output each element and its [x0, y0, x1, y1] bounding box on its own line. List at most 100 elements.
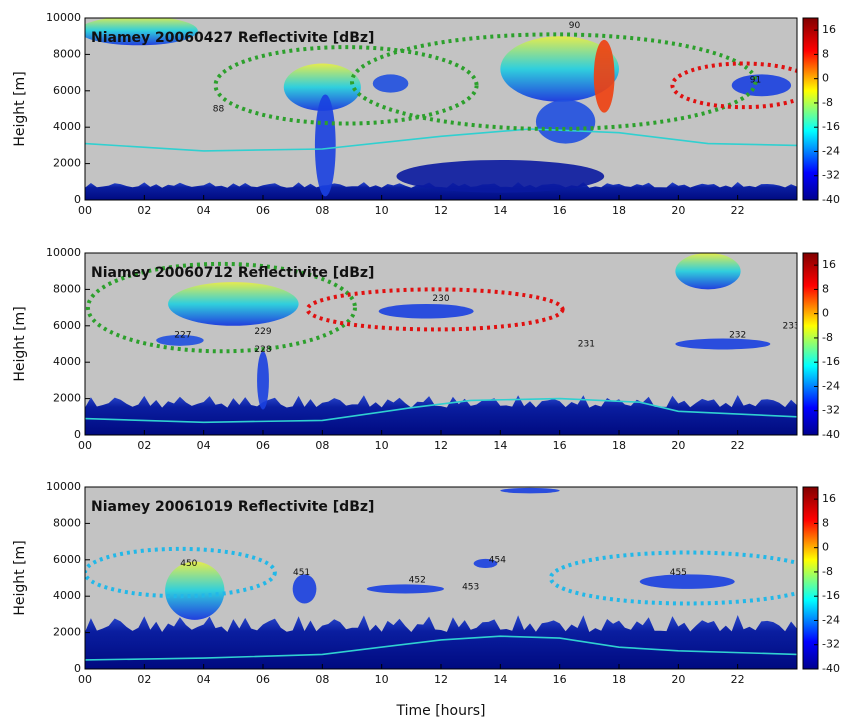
- highlight: [305, 287, 565, 332]
- y-tick-label: 4000: [53, 589, 81, 602]
- colorbar-tick-label: 16: [822, 492, 836, 505]
- echo: [593, 39, 615, 113]
- x-tick-label: 00: [78, 204, 92, 217]
- x-tick-label: 20: [671, 673, 685, 686]
- highlight: [85, 546, 277, 599]
- colorbar-tick-label: 8: [822, 516, 829, 529]
- colorbar: [802, 252, 819, 436]
- highlight: [670, 61, 797, 110]
- annotation: 450: [180, 559, 197, 569]
- x-tick-label: 08: [315, 439, 329, 452]
- x-tick-label: 04: [197, 439, 211, 452]
- x-tick-label: 10: [375, 439, 389, 452]
- x-tick-label: 20: [671, 439, 685, 452]
- x-tick-label: 16: [553, 204, 567, 217]
- colorbar-tick-label: -32: [822, 404, 840, 417]
- x-axis-label: Time [hours]: [396, 703, 486, 719]
- x-tick-label: 22: [731, 673, 745, 686]
- x-tick-label: 14: [493, 439, 507, 452]
- x-tick-label: 16: [553, 673, 567, 686]
- x-tick-label: 00: [78, 439, 92, 452]
- colorbar-tick-label: -40: [822, 662, 840, 675]
- colorbar-tick-label: 0: [822, 72, 829, 85]
- annotation: 231: [578, 340, 595, 350]
- highlight: [350, 32, 758, 132]
- annotation: 455: [670, 568, 687, 578]
- x-tick-label: 14: [493, 204, 507, 217]
- x-tick-label: 22: [731, 204, 745, 217]
- x-tick-label: 12: [434, 439, 448, 452]
- y-tick-label: 8000: [53, 47, 81, 60]
- echo: [396, 159, 605, 193]
- x-tick-label: 06: [256, 673, 270, 686]
- x-tick-label: 18: [612, 673, 626, 686]
- colorbar-tick-label: -40: [822, 428, 840, 441]
- y-tick-label: 2000: [53, 157, 81, 170]
- y-tick-label: 4000: [53, 355, 81, 368]
- y-tick-label: 8000: [53, 282, 81, 295]
- layer-line: [85, 128, 797, 152]
- echo: [366, 584, 444, 594]
- echo: [378, 303, 474, 319]
- highlight: [213, 45, 479, 126]
- layer-line: [85, 635, 797, 661]
- panel-title: Niamey 20060427 Reflectivite [dBz]: [91, 30, 374, 46]
- annotation: 233: [782, 321, 799, 331]
- colorbar: [802, 486, 819, 670]
- colorbar-tick-label: 16: [822, 258, 836, 271]
- x-tick-label: 06: [256, 204, 270, 217]
- layer-line: [85, 397, 797, 424]
- plot-area: 450 451 452 453 454 455: [85, 487, 797, 669]
- y-axis-label: Height [m]: [12, 71, 28, 146]
- echo: [292, 574, 317, 604]
- y-tick-label: 2000: [53, 392, 81, 405]
- annotation: 232: [729, 330, 746, 340]
- colorbar-tick-label: -32: [822, 169, 840, 182]
- x-tick-label: 02: [137, 439, 151, 452]
- colorbar-tick-label: -8: [822, 565, 833, 578]
- annotation: 227: [174, 330, 191, 340]
- y-tick-label: 2000: [53, 626, 81, 639]
- y-tick-label: 0: [74, 428, 81, 441]
- annotation: 454: [489, 555, 506, 565]
- colorbar-tick-label: -40: [822, 193, 840, 206]
- y-tick-label: 10000: [46, 480, 81, 493]
- y-axis-label: Height [m]: [12, 306, 28, 381]
- x-tick-label: 04: [197, 673, 211, 686]
- echo: [675, 253, 741, 290]
- echo: [314, 94, 336, 197]
- colorbar-tick-label: -24: [822, 379, 840, 392]
- x-tick-label: 08: [315, 673, 329, 686]
- echo: [85, 18, 198, 46]
- echo: [168, 282, 299, 326]
- panel-title: Niamey 20060712 Reflectivite [dBz]: [91, 265, 374, 281]
- echo: [500, 36, 619, 102]
- echo: [535, 99, 596, 144]
- y-axis-label: Height [m]: [12, 540, 28, 615]
- y-tick-label: 6000: [53, 319, 81, 332]
- x-tick-label: 12: [434, 673, 448, 686]
- colorbar-tick-label: -8: [822, 331, 833, 344]
- echo: [731, 74, 792, 97]
- y-tick-label: 10000: [46, 246, 81, 259]
- colorbar-tick-label: -32: [822, 638, 840, 651]
- annotation: 229: [254, 327, 271, 337]
- y-tick-label: 0: [74, 193, 81, 206]
- colorbar-tick-label: -16: [822, 589, 840, 602]
- x-tick-label: 14: [493, 673, 507, 686]
- echo: [165, 561, 225, 620]
- colorbar-tick-label: 8: [822, 47, 829, 60]
- colorbar-tick-label: -16: [822, 355, 840, 368]
- colorbar-tick-label: 0: [822, 307, 829, 320]
- echo: [372, 74, 409, 93]
- annotation: 451: [293, 568, 310, 578]
- y-tick-label: 0: [74, 662, 81, 675]
- annotation: 230: [432, 294, 449, 304]
- annotation: 453: [462, 583, 479, 593]
- echo: [639, 574, 735, 589]
- annotation: 228: [254, 345, 271, 355]
- annotation: 91: [750, 75, 761, 85]
- x-tick-label: 16: [553, 439, 567, 452]
- echo: [283, 63, 361, 111]
- x-tick-label: 02: [137, 673, 151, 686]
